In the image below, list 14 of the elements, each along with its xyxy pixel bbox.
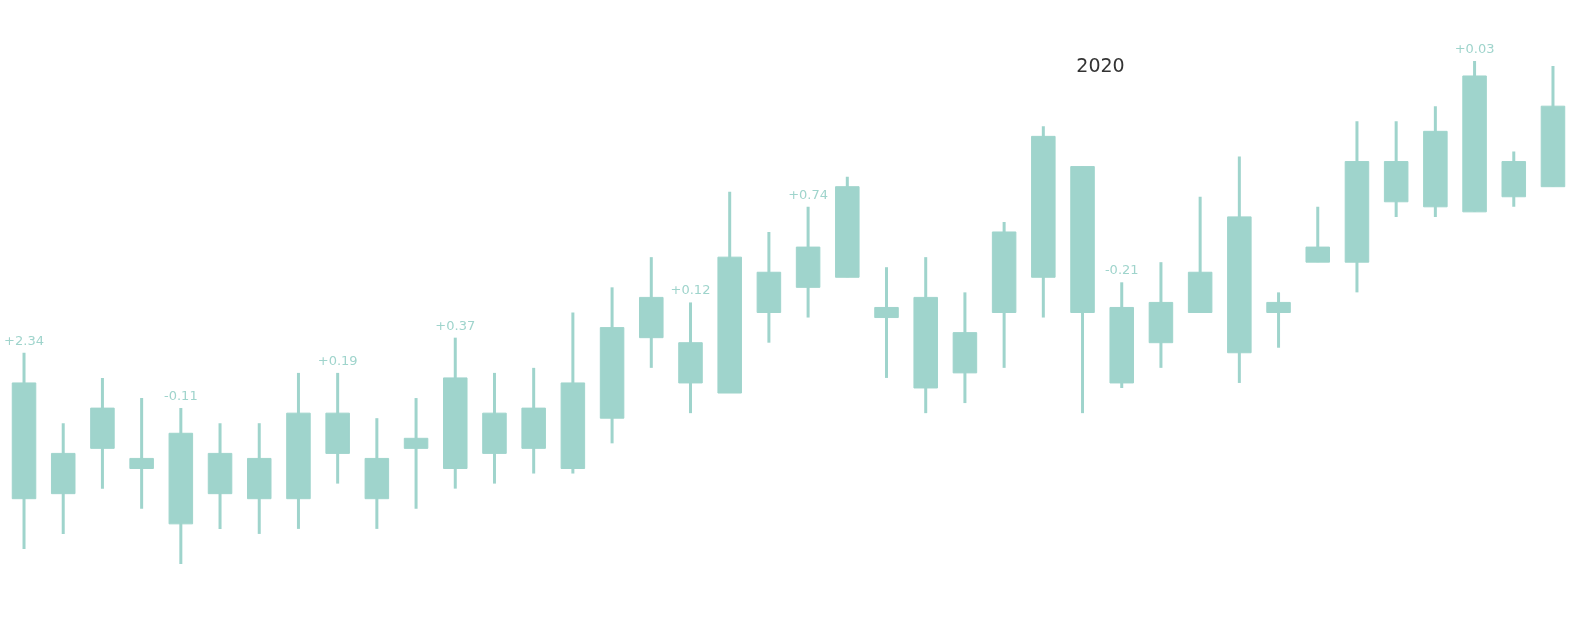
text: +0.19 bbox=[317, 352, 358, 368]
text: -0.11 bbox=[164, 388, 198, 404]
text: +0.03 bbox=[1454, 40, 1495, 56]
annotation: 2020 bbox=[1076, 53, 1125, 76]
candlestick bbox=[874, 267, 899, 378]
text: +0.74 bbox=[788, 186, 829, 202]
candlestick bbox=[1266, 292, 1291, 348]
text: -0.21 bbox=[1104, 262, 1139, 278]
candlestick bbox=[129, 398, 154, 509]
text: +2.34 bbox=[4, 332, 44, 348]
text: +0.12 bbox=[670, 282, 711, 298]
candlestick bbox=[403, 398, 429, 509]
text: +0.37 bbox=[435, 317, 476, 333]
candlestick bbox=[1305, 205, 1331, 263]
